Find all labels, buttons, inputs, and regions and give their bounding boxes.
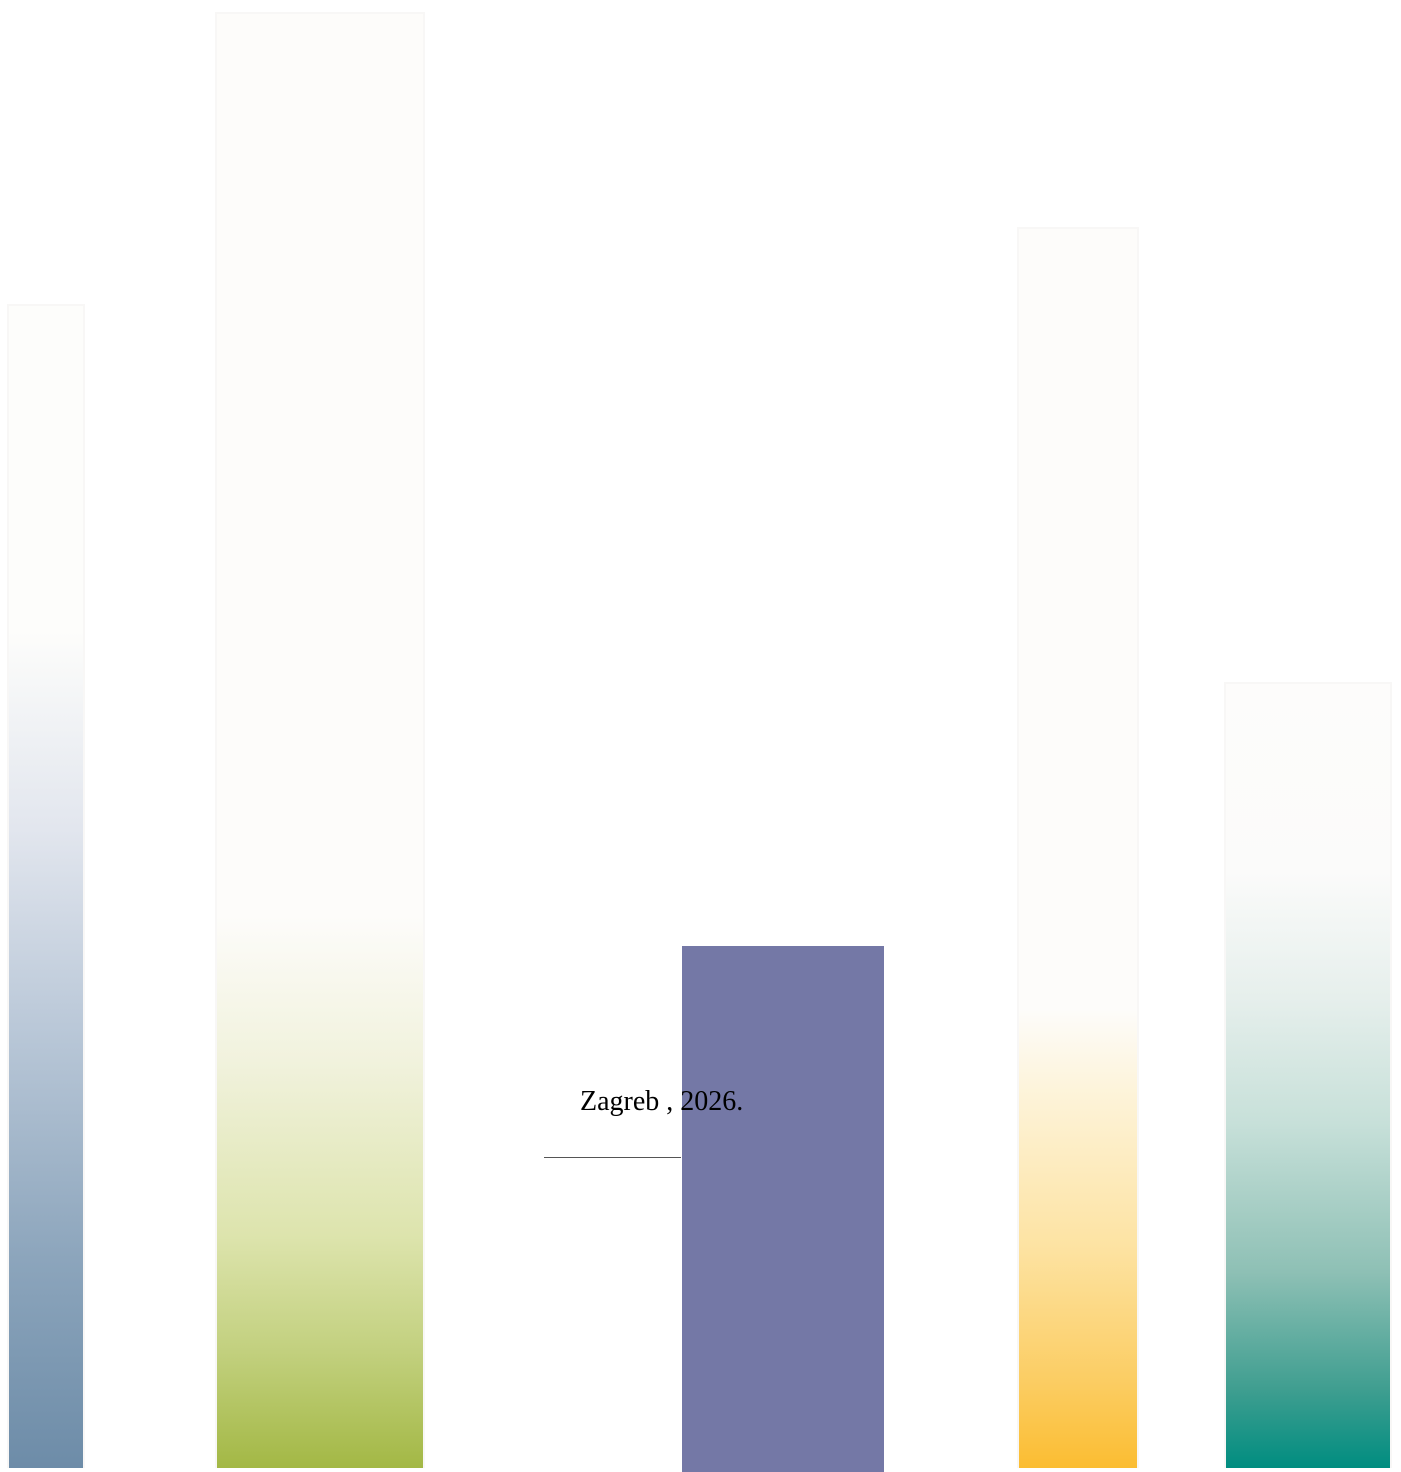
year-text: , 2026. [666, 1086, 744, 1117]
place-date-caption: Zagreb , 2026. [580, 1082, 743, 1122]
slate-blue-gradient-bar [7, 304, 85, 1468]
olive-green-gradient-bar [215, 12, 425, 1468]
amber-gradient-bar [1017, 227, 1139, 1468]
purple-solid-bar [682, 946, 884, 1472]
teal-gradient-bar [1224, 682, 1392, 1468]
signature-line [544, 1157, 681, 1158]
place-name: Zagreb [580, 1086, 660, 1117]
